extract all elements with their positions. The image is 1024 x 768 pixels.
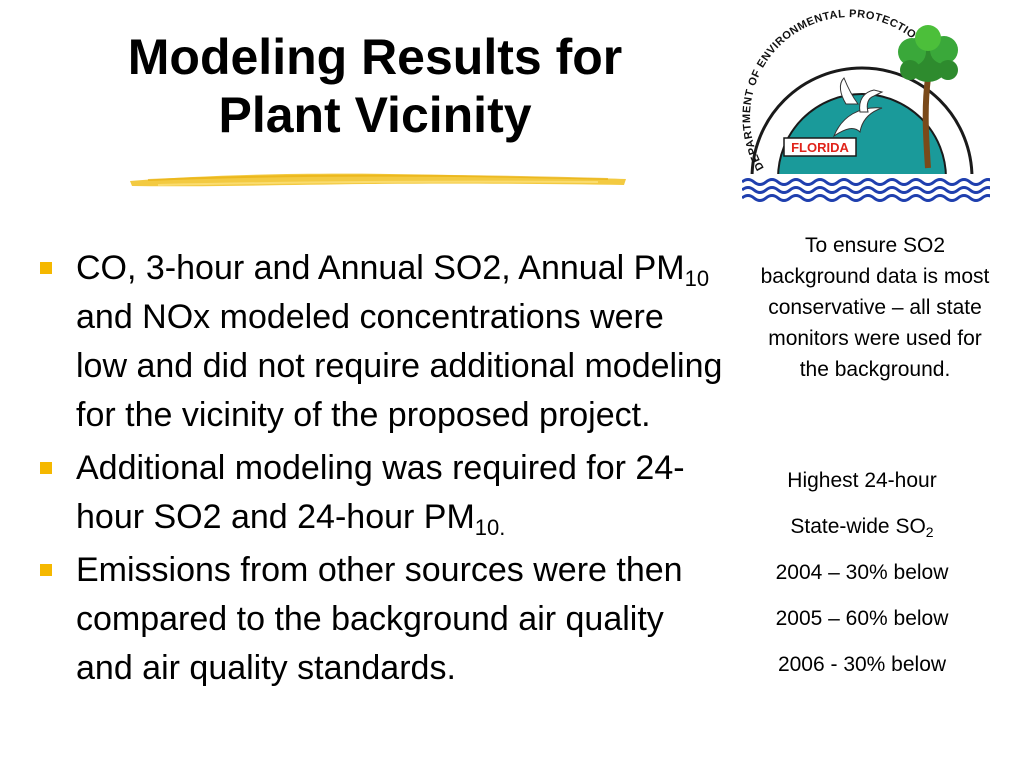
stats-row: 2004 – 30% below xyxy=(775,561,949,584)
fdep-logo: DEPARTMENT OF ENVIRONMENTAL PROTECTION F… xyxy=(742,8,990,202)
stats-subheading: State-wide SO2 xyxy=(790,515,934,540)
bullet-item: Additional modeling was required for 24-… xyxy=(34,444,724,542)
title-line-1: Modeling Results for xyxy=(127,29,623,85)
title-underline-brush xyxy=(130,173,626,187)
side-note: To ensure SO2 background data is most co… xyxy=(760,234,990,381)
stats-heading: Highest 24-hour xyxy=(787,469,937,492)
slide-title: Modeling Results for Plant Vicinity xyxy=(60,28,690,144)
title-line-2: Plant Vicinity xyxy=(218,87,532,143)
bullet-square-icon xyxy=(40,564,52,576)
stats-row: 2006 - 30% below xyxy=(777,653,947,676)
svg-text:FLORIDA: FLORIDA xyxy=(791,140,849,155)
bullet-square-icon xyxy=(40,262,52,274)
bullet-text: Emissions from other sources were then c… xyxy=(76,551,683,687)
bullet-text: CO, 3-hour and Annual SO2, Annual PM10 a… xyxy=(76,249,723,434)
so2-stats: Highest 24-hour State-wide SO2 2004 – 30… xyxy=(740,458,984,688)
bullet-list: CO, 3-hour and Annual SO2, Annual PM10 a… xyxy=(34,244,724,697)
bullet-square-icon xyxy=(40,462,52,474)
bullet-item: Emissions from other sources were then c… xyxy=(34,546,724,693)
stats-row: 2005 – 60% below xyxy=(775,607,949,630)
bullet-item: CO, 3-hour and Annual SO2, Annual PM10 a… xyxy=(34,244,724,440)
bullet-text: Additional modeling was required for 24-… xyxy=(76,449,685,540)
